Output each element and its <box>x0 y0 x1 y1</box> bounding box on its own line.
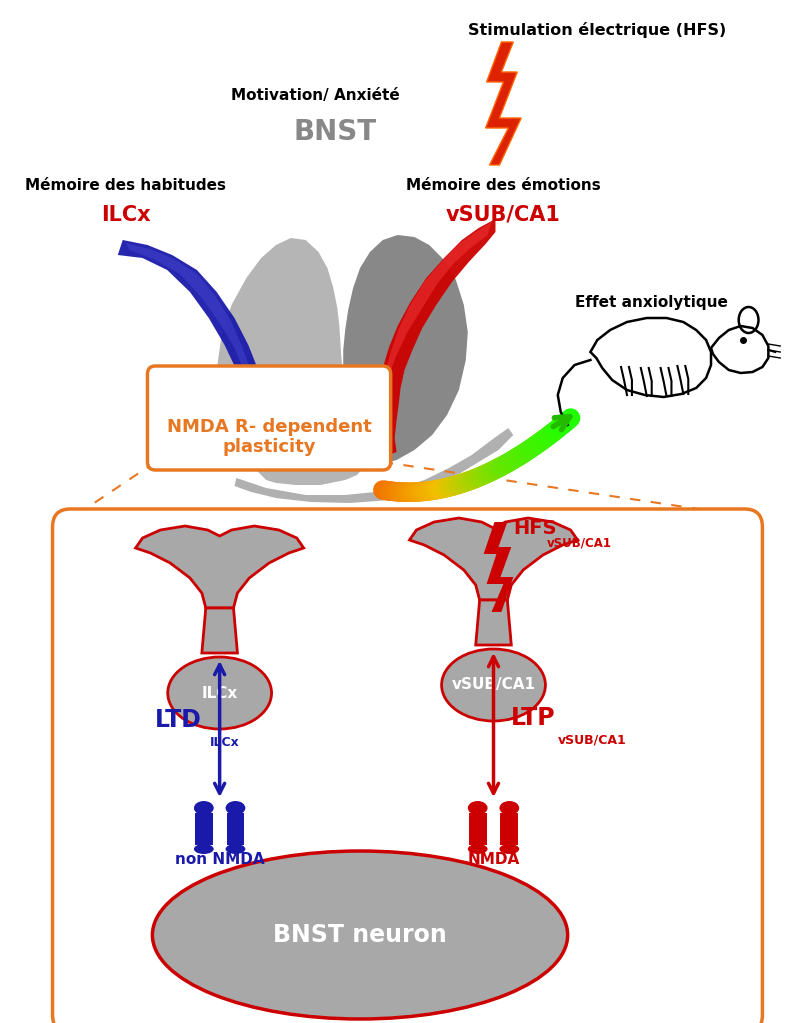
Text: ILCx: ILCx <box>202 685 238 701</box>
Ellipse shape <box>153 851 568 1019</box>
Text: plasticity: plasticity <box>222 438 316 456</box>
Text: non NMDA: non NMDA <box>175 852 265 868</box>
Polygon shape <box>136 526 304 608</box>
Ellipse shape <box>226 801 246 815</box>
Text: Motivation/ Anxiété: Motivation/ Anxiété <box>231 88 400 103</box>
Text: ILCx: ILCx <box>210 736 239 749</box>
Polygon shape <box>234 428 514 503</box>
Polygon shape <box>385 222 491 390</box>
Text: vSUB/CA1: vSUB/CA1 <box>547 536 612 549</box>
Polygon shape <box>118 240 286 455</box>
Polygon shape <box>202 608 238 653</box>
Text: NMDA: NMDA <box>467 852 520 868</box>
Polygon shape <box>342 235 468 465</box>
Text: ILCx: ILCx <box>101 205 150 225</box>
Text: vSUB/CA1: vSUB/CA1 <box>451 677 535 693</box>
Text: vSUB/CA1: vSUB/CA1 <box>558 733 626 747</box>
Text: Stimulation électrique (HFS): Stimulation électrique (HFS) <box>468 23 726 38</box>
Text: Mémoire des émotions: Mémoire des émotions <box>406 178 601 193</box>
Ellipse shape <box>194 801 214 815</box>
Polygon shape <box>363 218 495 455</box>
Ellipse shape <box>442 649 546 721</box>
Ellipse shape <box>468 844 487 854</box>
Ellipse shape <box>226 844 246 854</box>
Text: HFS: HFS <box>514 519 557 537</box>
Ellipse shape <box>168 657 271 729</box>
Polygon shape <box>217 238 365 485</box>
FancyBboxPatch shape <box>147 366 390 470</box>
Text: LTD: LTD <box>155 708 202 732</box>
Polygon shape <box>126 243 254 408</box>
Text: BNST neuron: BNST neuron <box>273 923 447 947</box>
Polygon shape <box>484 522 514 612</box>
Ellipse shape <box>499 801 519 815</box>
Text: Effet anxiolytique: Effet anxiolytique <box>575 295 728 310</box>
Polygon shape <box>195 813 213 845</box>
Ellipse shape <box>499 844 519 854</box>
Text: vSUB/CA1: vSUB/CA1 <box>446 205 561 225</box>
Text: Mémoire des habitudes: Mémoire des habitudes <box>26 178 226 193</box>
Polygon shape <box>469 813 486 845</box>
Ellipse shape <box>194 844 214 854</box>
Polygon shape <box>476 601 511 644</box>
Ellipse shape <box>468 801 487 815</box>
Text: LTP: LTP <box>511 706 556 730</box>
Polygon shape <box>410 518 578 601</box>
FancyBboxPatch shape <box>53 509 762 1023</box>
Text: NMDA R- dependent: NMDA R- dependent <box>166 418 371 436</box>
Polygon shape <box>486 42 521 165</box>
Text: BNST: BNST <box>294 118 377 146</box>
Polygon shape <box>501 813 518 845</box>
Polygon shape <box>226 813 244 845</box>
